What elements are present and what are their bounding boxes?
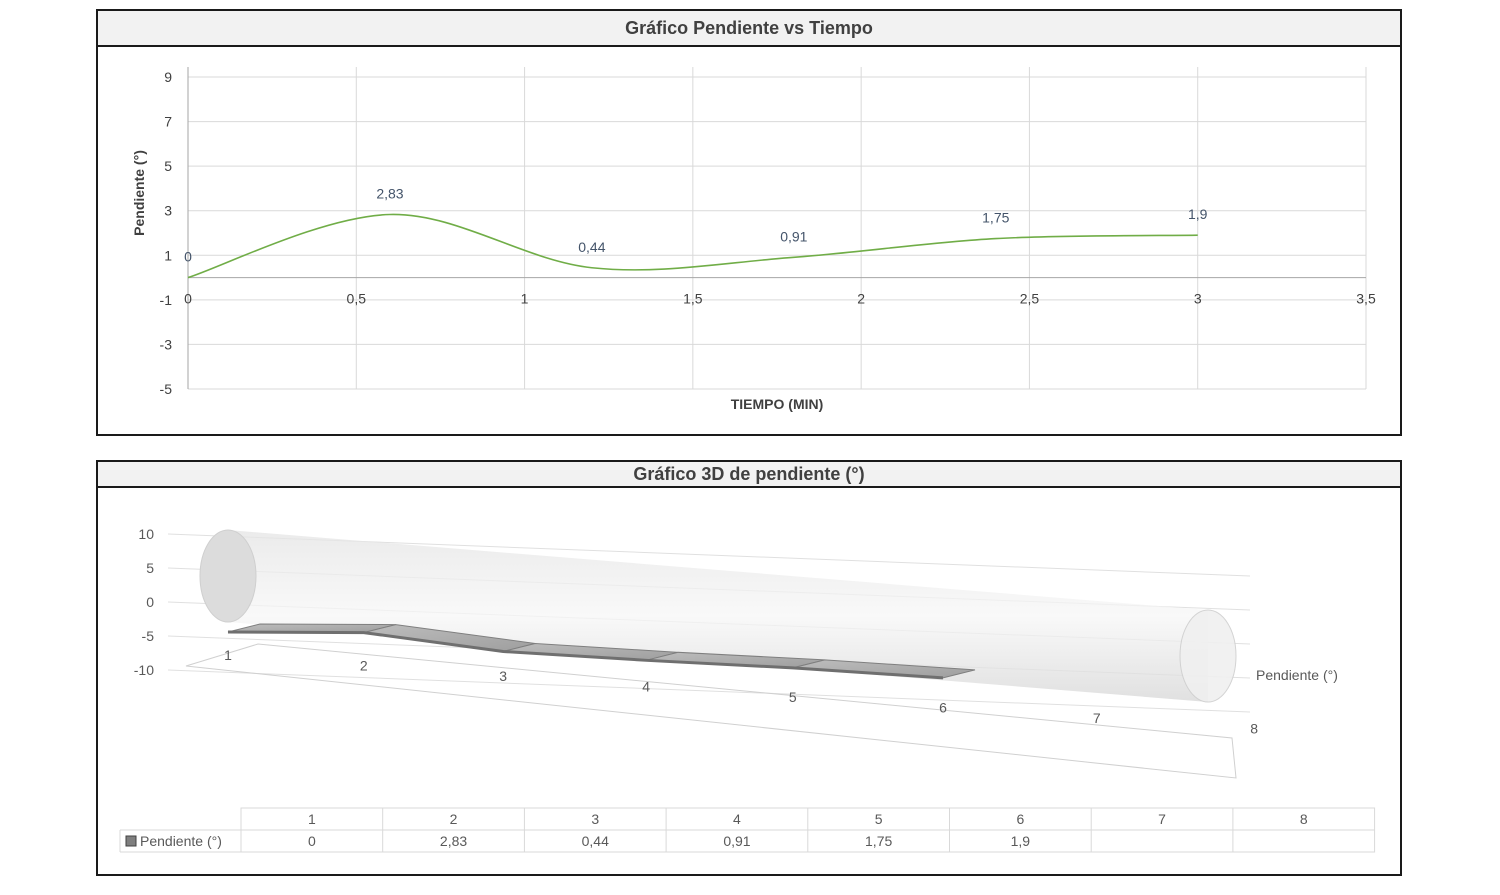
x-tick-label: 2,5 [1020, 291, 1040, 307]
y-gridline [167, 669, 1251, 713]
y-tick-label: 3 [164, 203, 172, 219]
x-tick-label: 1,5 [683, 291, 703, 307]
slope-3d-chart-panel: Gráfico 3D de pendiente (°) 10 5 0 -5 -10 1 2 3… [96, 460, 1402, 876]
data-table-header: 7 [1158, 811, 1166, 827]
data-table-header: 3 [591, 811, 599, 827]
data-table-header: 8 [1300, 811, 1308, 827]
x-tick-label: 3 [1194, 291, 1202, 307]
slope-vs-time-chart-panel: Gráfico Pendiente vs Tiempo 9 7 5 3 1 -1 -3 -5 0… [96, 9, 1402, 436]
category-label: 4 [642, 679, 650, 695]
data-label: 0,44 [578, 239, 605, 255]
category-label: 1 [224, 647, 232, 663]
slope-vs-time-chart: 9 7 5 3 1 -1 -3 -5 0 0,5 1 1,5 2 2,5 3 3,5 TIEMPO (MIN) P… [131, 67, 1376, 412]
slope-series-line [187, 213, 1198, 279]
y-tick-label: -1 [160, 292, 173, 308]
y-tick-label: 5 [164, 158, 172, 174]
y-tick-label: -5 [160, 381, 173, 397]
category-label: 3 [499, 668, 507, 684]
y-tick-label: 5 [146, 560, 154, 576]
legend-swatch [125, 835, 137, 847]
data-table-header: 2 [450, 811, 458, 827]
data-label: 0,91 [780, 228, 807, 244]
data-table-series-name: Pendiente (°) [140, 833, 222, 849]
y-axis-title: Pendiente (°) [131, 150, 147, 236]
x-tick-label: 2 [857, 291, 865, 307]
y-tick-label: 9 [164, 69, 172, 85]
x-tick-label: 0,5 [347, 291, 367, 307]
data-table-header: 4 [733, 811, 741, 827]
data-table-value: 0,44 [582, 833, 609, 849]
x-tick-label: 3,5 [1356, 291, 1376, 307]
y-tick-label: 10 [138, 526, 154, 542]
x-axis-title: TIEMPO (MIN) [731, 396, 824, 412]
slope-3d-chart-title: Gráfico 3D de pendiente (°) [98, 462, 1400, 488]
data-label: 1,75 [982, 210, 1009, 226]
category-label: 7 [1093, 710, 1101, 726]
category-label: 5 [789, 689, 797, 705]
data-table-header: 5 [875, 811, 883, 827]
category-label: 8 [1250, 721, 1258, 737]
data-table-header: 6 [1016, 811, 1024, 827]
cylinder-body [228, 530, 1208, 702]
cylinder-left-cap [199, 529, 257, 623]
x-tick-label: 0 [184, 291, 192, 307]
data-table-value: 0,91 [723, 833, 750, 849]
y-tick-label: -10 [134, 662, 154, 678]
y-tick-label: 1 [164, 247, 172, 263]
x-tick-label: 1 [521, 291, 529, 307]
category-label: 2 [360, 658, 368, 674]
data-table-value: 1,75 [865, 833, 892, 849]
data-label: 0 [184, 249, 192, 265]
floor-outline [185, 643, 1237, 779]
depth-axis-series-label: Pendiente (°) [1256, 667, 1338, 683]
y-tick-label: 0 [146, 594, 154, 610]
data-label: 2,83 [376, 186, 403, 202]
data-table-value: 2,83 [440, 833, 467, 849]
data-table-value: 1,9 [1011, 833, 1031, 849]
category-label: 6 [939, 700, 947, 716]
cylinder-right-cap [1179, 609, 1237, 703]
data-table-header: 1 [308, 811, 316, 827]
data-table-value: 0 [308, 833, 316, 849]
slope-vs-time-chart-title: Gráfico Pendiente vs Tiempo [98, 11, 1400, 47]
y-tick-label: 7 [164, 114, 172, 130]
y-tick-label: -5 [142, 628, 155, 644]
data-label: 1,9 [1188, 206, 1208, 222]
area-front-edge [227, 630, 944, 680]
y-tick-label: -3 [160, 336, 173, 352]
